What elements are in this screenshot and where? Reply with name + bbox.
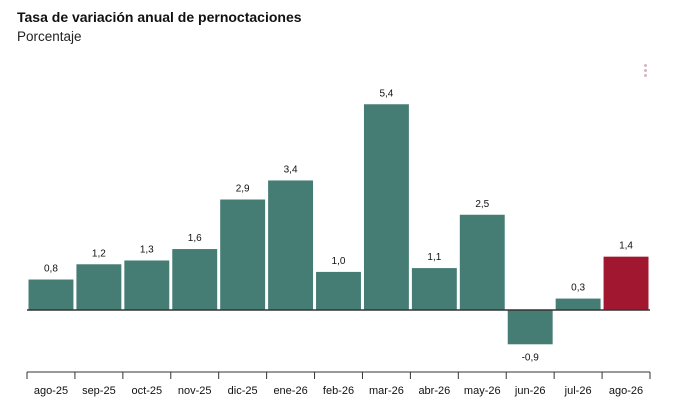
value-label-nov-25: 1,6: [188, 233, 202, 244]
x-tick-label-jul-26: jul-26: [564, 385, 592, 397]
bar-abr-26[interactable]: [411, 268, 457, 310]
x-tick-label-ago-25: ago-25: [34, 385, 68, 397]
x-tick-label-oct-25: oct-25: [132, 385, 163, 397]
bar-jun-26[interactable]: [507, 310, 553, 345]
value-label-ago-26: 1,4: [619, 241, 633, 252]
bar-sep-25[interactable]: [76, 264, 122, 310]
bar-dic-25[interactable]: [220, 199, 266, 310]
x-tick-label-sep-25: sep-25: [82, 385, 116, 397]
x-tick-label-ago-26: ago-26: [609, 385, 643, 397]
x-tick-label-may-26: may-26: [464, 385, 501, 397]
bar-jul-26[interactable]: [555, 298, 601, 310]
bar-oct-25[interactable]: [124, 260, 170, 310]
x-tick-label-nov-25: nov-25: [178, 385, 212, 397]
x-tick-label-dic-25: dic-25: [228, 385, 258, 397]
bar-nov-25[interactable]: [172, 249, 218, 310]
value-label-jul-26: 0,3: [571, 283, 585, 294]
value-label-abr-26: 1,1: [427, 252, 441, 263]
x-tick-label-mar-26: mar-26: [369, 385, 404, 397]
value-label-jun-26: -0,9: [522, 352, 540, 363]
value-label-ene-26: 3,4: [284, 164, 298, 175]
more-vertical-icon[interactable]: [643, 64, 649, 80]
bar-ene-26[interactable]: [268, 180, 314, 310]
bar-may-26[interactable]: [459, 214, 505, 310]
chart-title: Tasa de variación anual de pernoctacione…: [17, 9, 302, 25]
bar-ago-25[interactable]: [28, 279, 74, 310]
bar-feb-26[interactable]: [316, 271, 361, 310]
x-tick-label-ene-26: ene-26: [273, 385, 307, 397]
chart-subtitle: Porcentaje: [17, 29, 82, 44]
bar-ago-26[interactable]: [603, 256, 649, 310]
bar-mar-26[interactable]: [363, 104, 409, 310]
value-label-ago-25: 0,8: [44, 264, 58, 275]
x-tick-label-abr-26: abr-26: [418, 385, 450, 397]
value-label-dic-25: 2,9: [236, 184, 250, 195]
value-label-oct-25: 1,3: [140, 244, 154, 255]
x-tick-label-jun-26: jun-26: [514, 385, 546, 397]
x-tick-label-feb-26: feb-26: [323, 385, 354, 397]
value-label-may-26: 2,5: [475, 199, 489, 210]
value-label-mar-26: 5,4: [379, 88, 393, 99]
value-label-sep-25: 1,2: [92, 248, 106, 259]
value-label-feb-26: 1,0: [332, 256, 346, 267]
